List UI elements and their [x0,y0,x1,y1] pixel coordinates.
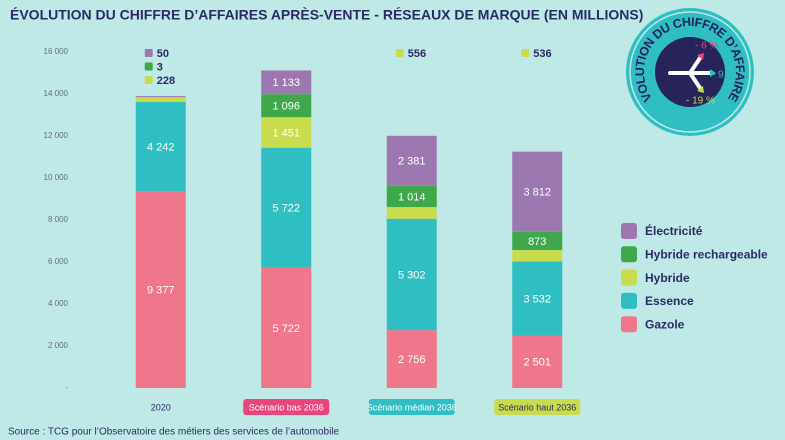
bar-segment [261,147,312,268]
value-label: 1 096 [272,101,300,113]
bar-segment [386,330,437,388]
legend-label: Hybride [645,271,690,285]
x-tick-label: Scénario médian 2036 [367,402,457,412]
value-label-swatch [144,76,153,84]
value-label: 536 [533,48,551,60]
legend-label: Gazole [645,317,685,331]
y-tick-label: 4 000 [48,299,69,308]
legend-label: Hybride rechargeable [645,247,768,261]
y-tick-label: 14 000 [44,89,69,98]
bar-segment [512,261,563,336]
value-label: 9 377 [147,284,175,296]
source: Source : TCG pour l’Observatoire des mét… [8,427,340,438]
category-pill [494,399,581,415]
value-label-swatch [144,49,153,57]
bar-segment [386,218,437,331]
legend-swatch [621,316,637,333]
badge-arrows [668,56,714,90]
bar-segment [386,207,437,219]
category-pill [243,399,330,415]
bar-segment [512,151,563,232]
badge-arrow-head [710,69,716,77]
y-tick-label: 10 000 [44,173,69,182]
legend-label: Électricité [645,223,703,238]
y-tick-label: 6 000 [48,257,69,266]
legend-label: Essence [645,294,694,308]
badge-label: - 9 % [712,70,735,81]
value-label: 3 532 [523,293,551,305]
value-label: 2 381 [398,156,426,168]
x-tick-label: 2020 [151,402,171,412]
legend-swatch [621,223,637,239]
value-label: 1 451 [272,127,300,139]
value-label: 4 242 [147,141,175,153]
value-label: 1 133 [272,77,300,89]
value-label: 5 722 [272,323,300,335]
value-label: 873 [528,236,546,248]
bar-segment [512,231,563,251]
legend-swatch [621,269,637,286]
badge-arrow-head [697,86,704,93]
y-tick-label: 12 000 [44,131,69,140]
value-label-swatch [144,62,153,71]
legend-swatch [621,246,637,263]
value-label: 556 [408,48,426,60]
badge-label: - 6 % [695,41,718,52]
bar-segment [135,96,186,98]
x-tick-label: Scénario haut 2036 [498,402,576,412]
bar-segment [135,97,186,103]
bar-segment [512,250,563,262]
y-tick-label: 2 000 [48,341,69,350]
bar-segment [135,102,186,192]
value-label: 228 [157,75,175,87]
value-label: 3 812 [523,187,551,199]
value-label: 5 722 [272,203,300,215]
badge-arrow-head [697,53,704,60]
badge-label: - 19 % [686,96,715,107]
legend-swatch [621,292,637,309]
y-tick-label: 16 000 [44,47,69,56]
bar-segment [512,335,563,388]
value-label: 5 302 [398,269,426,281]
value-label: 50 [157,48,169,60]
bar-segment [261,267,312,388]
y-tick-label: - [65,383,68,392]
bar-segment [135,191,186,388]
x-tick-label: Scénario bas 2036 [249,402,324,412]
badge-ring-line [629,11,751,133]
bar-segment [261,117,312,148]
value-label-swatch [521,49,530,57]
value-label: 3 [157,61,163,73]
value-label: 2 501 [523,357,551,369]
value-label-swatch [395,49,404,57]
chart-title: ÉVOLUTION DU CHIFFRE D’AFFAIRES APRÈS-VE… [10,7,643,23]
bar-segment [261,94,312,118]
bar-segment [386,185,437,208]
value-label: 2 756 [398,354,426,366]
y-tick-label: 8 000 [48,215,69,224]
category-pill [368,399,455,415]
bar-segment [386,135,437,186]
value-label: 1 014 [398,191,426,203]
bar-segment [261,70,312,95]
